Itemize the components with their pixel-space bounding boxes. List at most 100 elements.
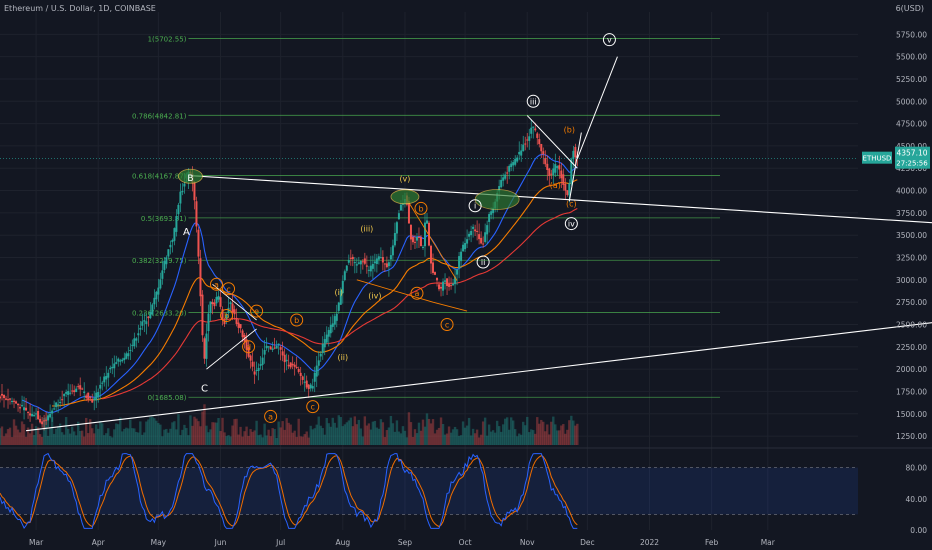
volume-bar xyxy=(351,426,355,445)
candle-body xyxy=(199,258,202,297)
candle-body xyxy=(319,353,322,357)
volume-bar xyxy=(483,417,487,445)
candle-body xyxy=(141,321,144,326)
candle-body xyxy=(562,174,565,185)
candle-body xyxy=(115,362,118,364)
wave-a2-ring xyxy=(264,409,278,423)
volume-bar xyxy=(375,427,379,445)
candle-body xyxy=(239,324,242,329)
volume-bar xyxy=(560,425,563,445)
volume-bar xyxy=(443,434,447,445)
candle-body xyxy=(15,401,18,404)
candle-body xyxy=(165,257,168,265)
volume-bar xyxy=(419,430,423,445)
candle-body xyxy=(341,280,344,294)
volume-bar xyxy=(307,437,310,445)
volume-bar xyxy=(22,424,26,445)
volume-bar xyxy=(383,437,387,445)
candle-body xyxy=(295,366,298,369)
wave-b2-ring xyxy=(290,313,304,327)
candle-body xyxy=(522,144,525,152)
volume-bar xyxy=(317,416,320,445)
wave-e1-ring xyxy=(250,304,264,318)
volume-bar xyxy=(133,428,136,445)
volume-bar xyxy=(38,434,42,445)
volume-bar xyxy=(157,423,160,445)
volume-bar xyxy=(46,435,50,445)
time-tick-label: Apr xyxy=(92,538,106,547)
volume-bar xyxy=(429,423,433,445)
candle-body xyxy=(526,139,529,141)
candle-body xyxy=(81,388,84,390)
candle-body xyxy=(213,302,216,307)
wave-ii-white-ring xyxy=(476,255,490,269)
candle-body xyxy=(492,207,495,214)
candle-body xyxy=(177,204,180,215)
candle-body xyxy=(29,413,32,416)
volume-bar xyxy=(345,422,349,445)
candle-body xyxy=(95,392,98,401)
candle-body xyxy=(510,163,513,168)
wave-label-C: C xyxy=(201,383,208,394)
volume-bar xyxy=(52,433,56,445)
volume-bar xyxy=(520,434,523,445)
candle-body xyxy=(502,177,505,181)
candle-body xyxy=(253,371,256,375)
candle-body xyxy=(353,262,356,264)
candle-body xyxy=(255,370,258,372)
volume-bar xyxy=(349,417,353,445)
volume-bar xyxy=(325,417,328,445)
volume-bar xyxy=(191,425,194,445)
candle-body xyxy=(514,158,517,165)
candle-body xyxy=(532,126,535,128)
candle-body xyxy=(223,320,226,325)
candle-body xyxy=(448,283,451,287)
candle-body xyxy=(474,229,477,232)
volume-bar xyxy=(149,417,152,445)
candle-body xyxy=(315,365,318,377)
volume-bar xyxy=(369,429,373,445)
volume-bar xyxy=(493,432,497,445)
wave-i-yellow: (i) xyxy=(335,288,343,297)
stoch-k-line xyxy=(0,452,578,529)
volume-bar xyxy=(301,436,304,445)
volume-bar xyxy=(497,426,501,445)
volume-bar xyxy=(62,434,66,445)
time-tick-label: Sep xyxy=(398,538,412,547)
wave-c1-ring xyxy=(222,282,236,296)
candle-body xyxy=(285,359,288,362)
volume-bar xyxy=(183,424,186,445)
candle-body xyxy=(456,269,459,275)
candle-body xyxy=(367,269,370,271)
candle-body xyxy=(105,376,108,380)
volume-bar xyxy=(64,417,68,445)
candle-body xyxy=(73,390,76,393)
candle-body xyxy=(131,344,134,346)
volume-bar xyxy=(50,417,54,445)
candle-body xyxy=(425,220,428,224)
candle-body xyxy=(482,243,485,245)
volume-bar xyxy=(341,426,344,445)
volume-bar xyxy=(223,432,226,445)
candle-body xyxy=(11,400,14,402)
candle-body xyxy=(329,324,332,334)
candle-body xyxy=(33,415,36,417)
volume-bar xyxy=(503,418,507,445)
volume-bar xyxy=(403,430,407,445)
volume-bar xyxy=(89,419,92,445)
volume-bar xyxy=(323,434,326,445)
candle-body xyxy=(379,257,382,259)
candle-body xyxy=(518,151,521,155)
volume-bar xyxy=(437,427,441,445)
candle-body xyxy=(205,333,208,359)
candle-body xyxy=(357,262,360,264)
volume-bar xyxy=(193,416,196,445)
volume-bar xyxy=(249,429,252,445)
volume-bar xyxy=(119,417,122,445)
price-tick-label: 4250.00 xyxy=(896,164,927,173)
volume-bar xyxy=(87,433,90,445)
volume-bar xyxy=(433,433,437,445)
candle-body xyxy=(323,339,326,348)
